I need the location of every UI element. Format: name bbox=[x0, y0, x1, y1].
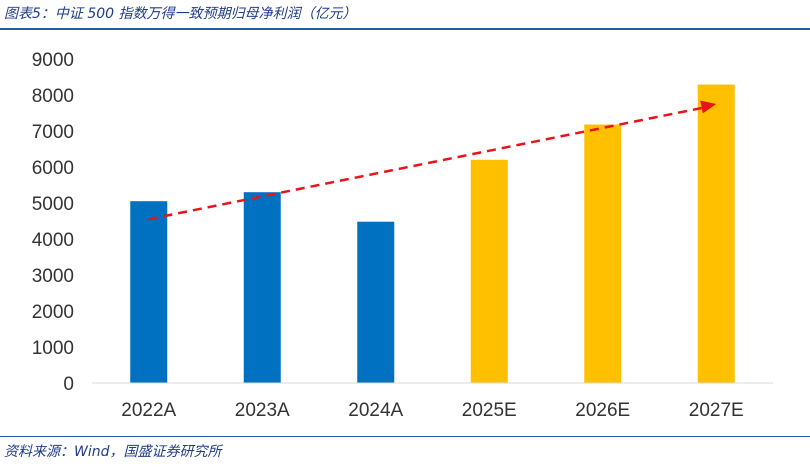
y-tick-label: 8000 bbox=[32, 86, 74, 107]
chart-title: 图表5：中证 500 指数万得一致预期归母净利润（亿元） bbox=[4, 6, 357, 22]
trend-line bbox=[148, 106, 705, 221]
x-tick-label: 2023A bbox=[235, 400, 290, 421]
bar-2024A bbox=[357, 221, 395, 383]
footer-divider bbox=[0, 436, 810, 437]
bar-chart: 0 1000 2000 3000 4000 5000 6000 7000 8000 9000 20… bbox=[32, 50, 773, 421]
bar-2025E bbox=[470, 159, 508, 383]
x-tick-label: 2027E bbox=[689, 400, 744, 421]
y-tick-label: 0 bbox=[63, 374, 74, 395]
source-note: 资料来源：Wind，国盛证券研究所 bbox=[4, 444, 222, 460]
title-divider bbox=[0, 28, 810, 30]
trend-annotation bbox=[148, 100, 717, 221]
bar-2022A bbox=[130, 201, 168, 383]
trend-arrowhead bbox=[700, 100, 717, 114]
y-tick-label: 4000 bbox=[32, 230, 74, 251]
bar-2026E bbox=[584, 124, 622, 384]
y-tick-label: 3000 bbox=[32, 266, 74, 287]
y-tick-label: 1000 bbox=[32, 338, 74, 359]
y-axis: 0 1000 2000 3000 4000 5000 6000 7000 8000 9000 bbox=[32, 50, 74, 395]
x-tick-label: 2025E bbox=[462, 400, 517, 421]
x-axis: 2022A 2023A 2024A 2025E 2026E 2027E bbox=[121, 400, 743, 421]
bar-2027E bbox=[697, 84, 735, 383]
y-tick-label: 5000 bbox=[32, 194, 74, 215]
x-tick-label: 2026E bbox=[575, 400, 630, 421]
y-tick-label: 6000 bbox=[32, 158, 74, 179]
x-tick-label: 2022A bbox=[121, 400, 176, 421]
bar-2023A bbox=[243, 192, 281, 383]
x-tick-label: 2024A bbox=[348, 400, 403, 421]
bar-series bbox=[130, 84, 735, 384]
y-tick-label: 9000 bbox=[32, 50, 74, 71]
y-tick-label: 7000 bbox=[32, 122, 74, 143]
y-tick-label: 2000 bbox=[32, 302, 74, 323]
